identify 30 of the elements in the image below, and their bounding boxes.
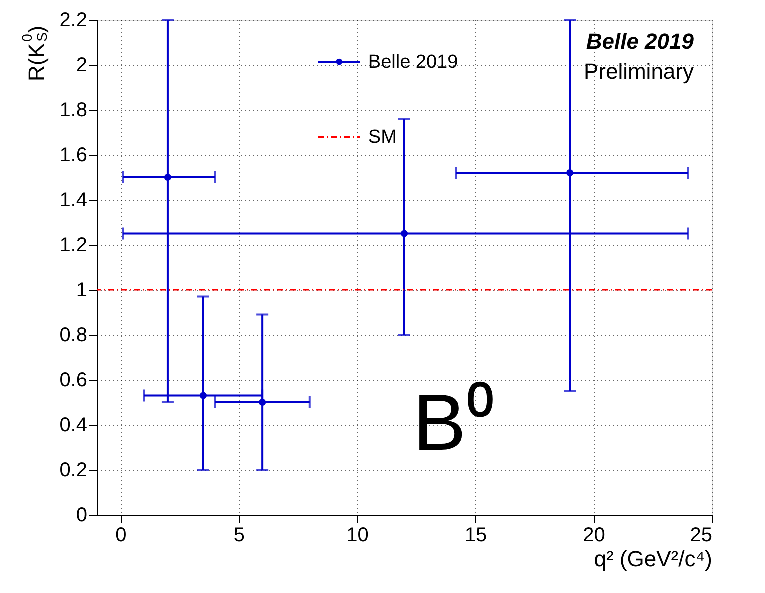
x-axis-title: q² (GeV²/c⁴)	[594, 546, 712, 572]
y-tick-label: 0.2	[60, 460, 88, 482]
x-tick-label: 20	[583, 524, 606, 546]
legend-label: Belle 2019	[368, 52, 458, 73]
point	[164, 174, 172, 182]
y-tick-label: 1	[76, 280, 88, 302]
point	[259, 398, 266, 406]
y-tick-label: 0.6	[60, 370, 88, 392]
y-tick-label: 2.2	[60, 10, 88, 32]
x-tick-label: 10	[346, 524, 369, 546]
y-tick-label: 1.4	[60, 190, 88, 212]
y-tick-label: 2	[76, 54, 88, 76]
y-tick-label: 1.8	[60, 100, 88, 122]
annotation: B⁰	[413, 378, 494, 467]
point	[200, 392, 207, 400]
x-tick-label: 15	[464, 524, 488, 546]
y-axis-title: R(KS0)	[19, 26, 50, 82]
x-tick-label: 5	[234, 524, 245, 546]
y-tick-label: 1.2	[60, 234, 88, 256]
y-tick-label: 0.8	[60, 324, 88, 346]
y-tick-label: 1.6	[60, 144, 88, 166]
annotation: Belle 2019	[586, 29, 695, 54]
y-tick-label: 0	[76, 504, 88, 526]
point	[566, 169, 574, 177]
x-tick-label: 25	[690, 524, 712, 546]
y-tick-label: 0.4	[60, 414, 88, 436]
annotation: Preliminary	[584, 59, 694, 84]
x-tick-label: 0	[116, 524, 127, 546]
legend-label: SM	[368, 127, 397, 148]
point	[400, 230, 408, 238]
